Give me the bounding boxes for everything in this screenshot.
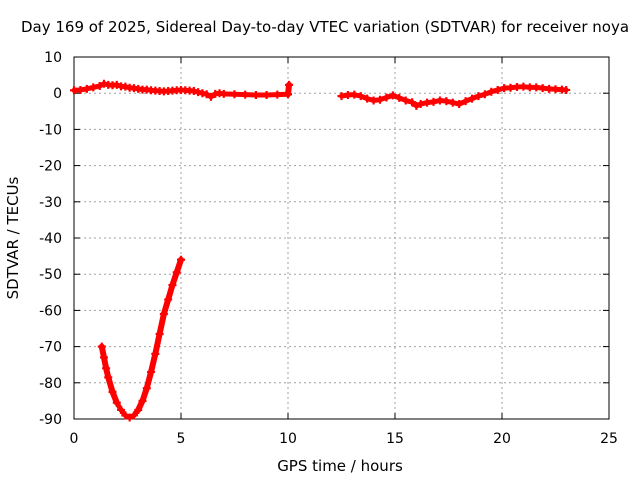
data-point-band xyxy=(152,330,163,357)
data-point-band xyxy=(109,388,120,406)
x-tick-label: 25 xyxy=(600,431,618,447)
y-tick-label: 10 xyxy=(44,50,62,66)
y-tick-label: -20 xyxy=(39,159,62,175)
x-axis-title: GPS time / hours xyxy=(277,457,403,475)
y-tick-label: -60 xyxy=(39,303,62,319)
data-points xyxy=(70,79,571,422)
x-tick-label: 15 xyxy=(386,431,404,447)
axis-ticks xyxy=(73,56,610,420)
series-1 xyxy=(70,79,294,101)
y-tick-label: 0 xyxy=(53,86,62,102)
y-tick-label: -40 xyxy=(39,231,62,247)
x-tick-label: 0 xyxy=(70,431,79,447)
data-point-band xyxy=(156,311,167,337)
data-point-band xyxy=(173,256,184,276)
y-tick-label: -10 xyxy=(39,122,62,138)
grid xyxy=(74,57,609,419)
y-axis-title: SDTVAR / TECUs xyxy=(4,176,22,299)
x-tick-label: 20 xyxy=(493,431,511,447)
data-point-band xyxy=(285,81,293,98)
y-tick-label: -50 xyxy=(39,267,62,283)
data-point-band xyxy=(148,350,159,375)
tick-labels: 0 5 10 15 20 25 10 0 -10 -20 -30 -40 -50 -60 -70 -80 -90 xyxy=(39,50,618,447)
x-tick-label: 10 xyxy=(279,431,297,447)
series-3 xyxy=(337,82,571,110)
x-tick-label: 5 xyxy=(177,431,186,447)
y-tick-label: -90 xyxy=(39,412,62,428)
y-tick-label: -80 xyxy=(39,376,62,392)
y-tick-label: -30 xyxy=(39,195,62,211)
chart-title: Day 169 of 2025, Sidereal Day-to-day VTE… xyxy=(21,18,629,36)
y-tick-label: -70 xyxy=(39,340,62,356)
series-2 xyxy=(97,255,185,422)
